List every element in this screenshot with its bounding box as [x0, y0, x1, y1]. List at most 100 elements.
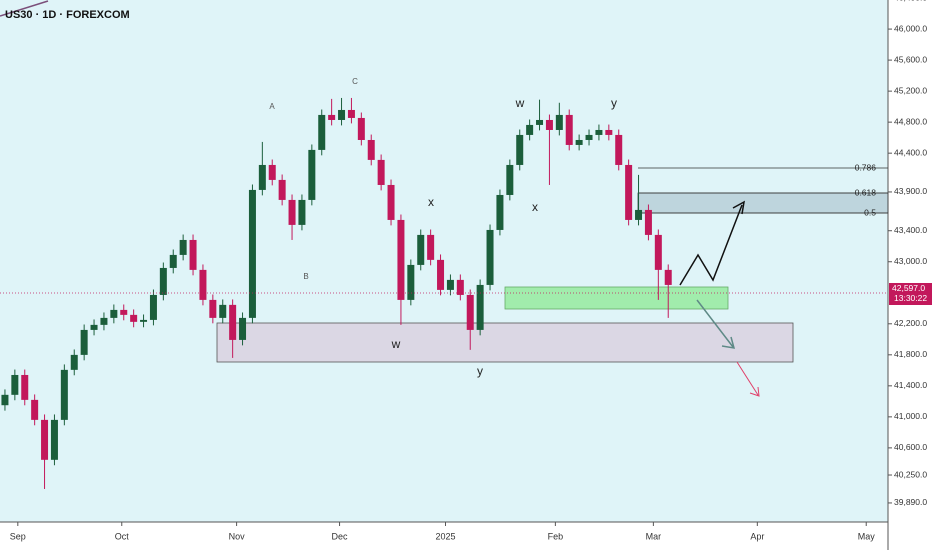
candle-body: [209, 299, 217, 318]
candle-body: [1, 394, 9, 406]
candle-body: [437, 259, 445, 290]
wave-label: A: [269, 102, 275, 111]
candle-body: [298, 199, 306, 225]
y-tick-label: 42,200.0: [894, 318, 927, 328]
wave-label: y: [477, 364, 483, 378]
candle-body: [367, 139, 375, 160]
y-tick-label: 45,600.0: [894, 54, 927, 64]
candle-body: [268, 164, 276, 180]
candle-body: [338, 109, 346, 120]
projection-arrow: [696, 299, 736, 349]
y-tick-label: 44,400.0: [894, 147, 927, 157]
candle-body: [169, 254, 177, 268]
wave-label: y: [611, 96, 617, 110]
supply-zone: [216, 322, 794, 363]
candle-body: [625, 164, 633, 220]
candle-body: [575, 139, 583, 145]
wave-label: B: [303, 272, 308, 281]
candle-body: [11, 374, 19, 395]
candle-body: [199, 269, 207, 300]
candle-body: [615, 134, 623, 165]
candle-body: [496, 194, 504, 230]
candle-body: [318, 114, 326, 150]
candle-body: [328, 114, 336, 120]
x-tick-label: 2025: [435, 531, 455, 541]
candle-body: [555, 114, 563, 130]
wave-label: w: [391, 337, 401, 351]
candle-body: [50, 419, 58, 460]
y-tick-label: 40,600.0: [894, 442, 927, 452]
candle-body: [387, 184, 395, 220]
candle-body: [219, 304, 227, 318]
candle-body: [664, 269, 672, 285]
candle-body: [229, 304, 237, 340]
candle-body: [536, 119, 544, 125]
y-tick-label: 39,890.0: [894, 497, 927, 507]
y-tick-label: 46,400.0: [894, 0, 927, 2]
price-axis: [888, 0, 932, 550]
fib-label: 0.618: [855, 187, 877, 197]
arrow-head: [732, 200, 745, 215]
candle-body: [248, 189, 256, 318]
candle-body: [308, 149, 316, 200]
candle-body: [407, 264, 415, 300]
candle-body: [258, 164, 266, 190]
y-tick-label: 45,200.0: [894, 85, 927, 95]
last-price-label: 42,597.0: [892, 283, 925, 293]
candle-body: [585, 134, 593, 140]
y-tick-label: 40,250.0: [894, 469, 927, 479]
candle-body: [288, 199, 296, 225]
wave-label: C: [352, 77, 358, 86]
x-tick-label: May: [858, 531, 876, 541]
x-tick-label: Apr: [750, 531, 764, 541]
candle-body: [565, 114, 573, 145]
wave-label: w: [515, 96, 525, 110]
candle-body: [417, 234, 425, 265]
candle-body: [357, 117, 365, 140]
candle-body: [100, 317, 108, 325]
candle-body: [70, 354, 78, 370]
candle-body: [179, 239, 187, 255]
x-tick-label: Nov: [229, 531, 246, 541]
candle-body: [446, 279, 454, 290]
candle-body: [605, 129, 613, 135]
x-tick-label: Mar: [646, 531, 662, 541]
candle-body: [644, 209, 652, 235]
candle-body: [239, 317, 247, 340]
candle-body: [130, 314, 138, 322]
price-badge: [889, 282, 932, 305]
candle-body: [635, 209, 643, 220]
candle-body: [456, 279, 464, 295]
candle-body: [80, 329, 88, 355]
fib-label: 0.5: [864, 207, 876, 217]
y-tick-label: 41,400.0: [894, 380, 927, 390]
wave-label: x: [428, 195, 434, 209]
y-tick-label: 46,000.0: [894, 23, 927, 33]
candle-body: [526, 124, 534, 135]
x-tick-label: Feb: [548, 531, 564, 541]
y-tick-label: 41,000.0: [894, 411, 927, 421]
candle-body: [110, 309, 118, 318]
candle-body: [21, 374, 29, 400]
candle-body: [347, 109, 355, 118]
candle-body: [41, 419, 49, 460]
candle-body: [476, 284, 484, 330]
candle-body: [427, 234, 435, 260]
candle-body: [545, 119, 553, 130]
candle-body: [506, 164, 514, 195]
candle-body: [486, 229, 494, 285]
candle-body: [120, 309, 128, 315]
candle-body: [31, 399, 39, 420]
candle-body: [90, 324, 98, 330]
candle-body: [377, 159, 385, 185]
y-tick-label: 44,800.0: [894, 116, 927, 126]
candle-body: [397, 219, 405, 300]
y-tick-label: 43,400.0: [894, 225, 927, 235]
candle-body: [595, 129, 603, 135]
demand-zone: [504, 286, 729, 310]
trend-line: [0, 0, 49, 17]
projection-path: [679, 204, 743, 286]
candle-body: [516, 134, 524, 165]
chart-title: US30 · 1D · FOREXCOM: [5, 9, 130, 21]
